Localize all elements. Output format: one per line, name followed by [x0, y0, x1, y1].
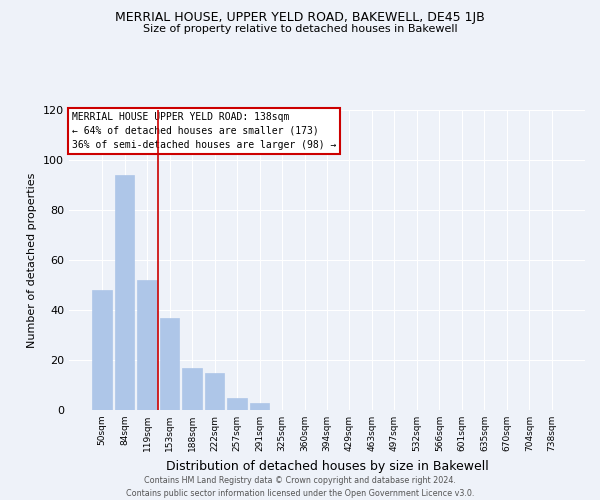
Bar: [115, 175, 134, 410]
Bar: [182, 368, 202, 410]
Text: Contains HM Land Registry data © Crown copyright and database right 2024.
Contai: Contains HM Land Registry data © Crown c…: [126, 476, 474, 498]
Bar: [205, 372, 224, 410]
Text: MERRIAL HOUSE UPPER YELD ROAD: 138sqm
← 64% of detached houses are smaller (173): MERRIAL HOUSE UPPER YELD ROAD: 138sqm ← …: [71, 112, 336, 150]
Y-axis label: Number of detached properties: Number of detached properties: [28, 172, 37, 348]
Text: Size of property relative to detached houses in Bakewell: Size of property relative to detached ho…: [143, 24, 457, 34]
Bar: [137, 280, 157, 410]
Bar: [227, 398, 247, 410]
Text: MERRIAL HOUSE, UPPER YELD ROAD, BAKEWELL, DE45 1JB: MERRIAL HOUSE, UPPER YELD ROAD, BAKEWELL…: [115, 11, 485, 24]
Bar: [250, 402, 269, 410]
Bar: [92, 290, 112, 410]
X-axis label: Distribution of detached houses by size in Bakewell: Distribution of detached houses by size …: [166, 460, 488, 472]
Bar: [160, 318, 179, 410]
